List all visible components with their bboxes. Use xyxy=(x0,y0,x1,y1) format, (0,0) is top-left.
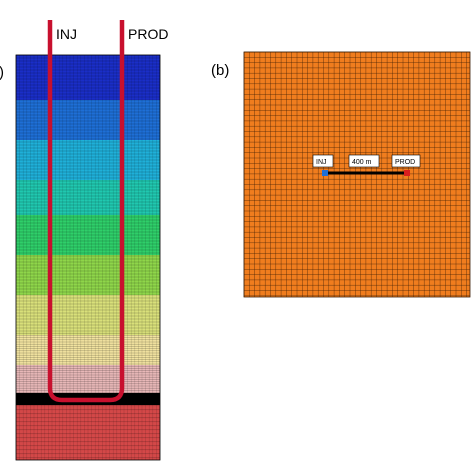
distance-label: 400 m xyxy=(352,159,372,166)
panel-a: ) INJ PROD xyxy=(0,20,168,461)
panel-a-label: ) xyxy=(0,64,4,81)
layer-1 xyxy=(16,55,160,100)
deep-layer xyxy=(16,405,160,460)
producer-tag: PROD xyxy=(395,159,415,166)
layer-4 xyxy=(16,180,160,215)
layer-6 xyxy=(16,255,160,295)
producer-tag-box xyxy=(391,154,421,168)
producer-label: PROD xyxy=(128,26,168,42)
well-trajectory xyxy=(47,20,125,403)
grid-lines-a xyxy=(15,54,161,460)
injector-tag-box xyxy=(312,154,334,168)
distance-tag-box xyxy=(348,154,380,168)
injector-label: INJ xyxy=(56,26,77,42)
grid-lines-b xyxy=(243,51,470,297)
grid-a-border xyxy=(15,54,161,461)
layer-7 xyxy=(16,295,160,335)
injector-marker xyxy=(322,170,328,176)
grid-b-border xyxy=(243,51,471,298)
vertical-grid-model xyxy=(15,54,161,461)
injector-tag: INJ xyxy=(316,159,327,166)
layer-8 xyxy=(16,335,160,365)
panel-b: (b) INJ 400 m PROD xyxy=(211,51,471,298)
producer-marker xyxy=(404,170,410,176)
layer-2 xyxy=(16,100,160,140)
panel-b-label: (b) xyxy=(211,62,229,79)
